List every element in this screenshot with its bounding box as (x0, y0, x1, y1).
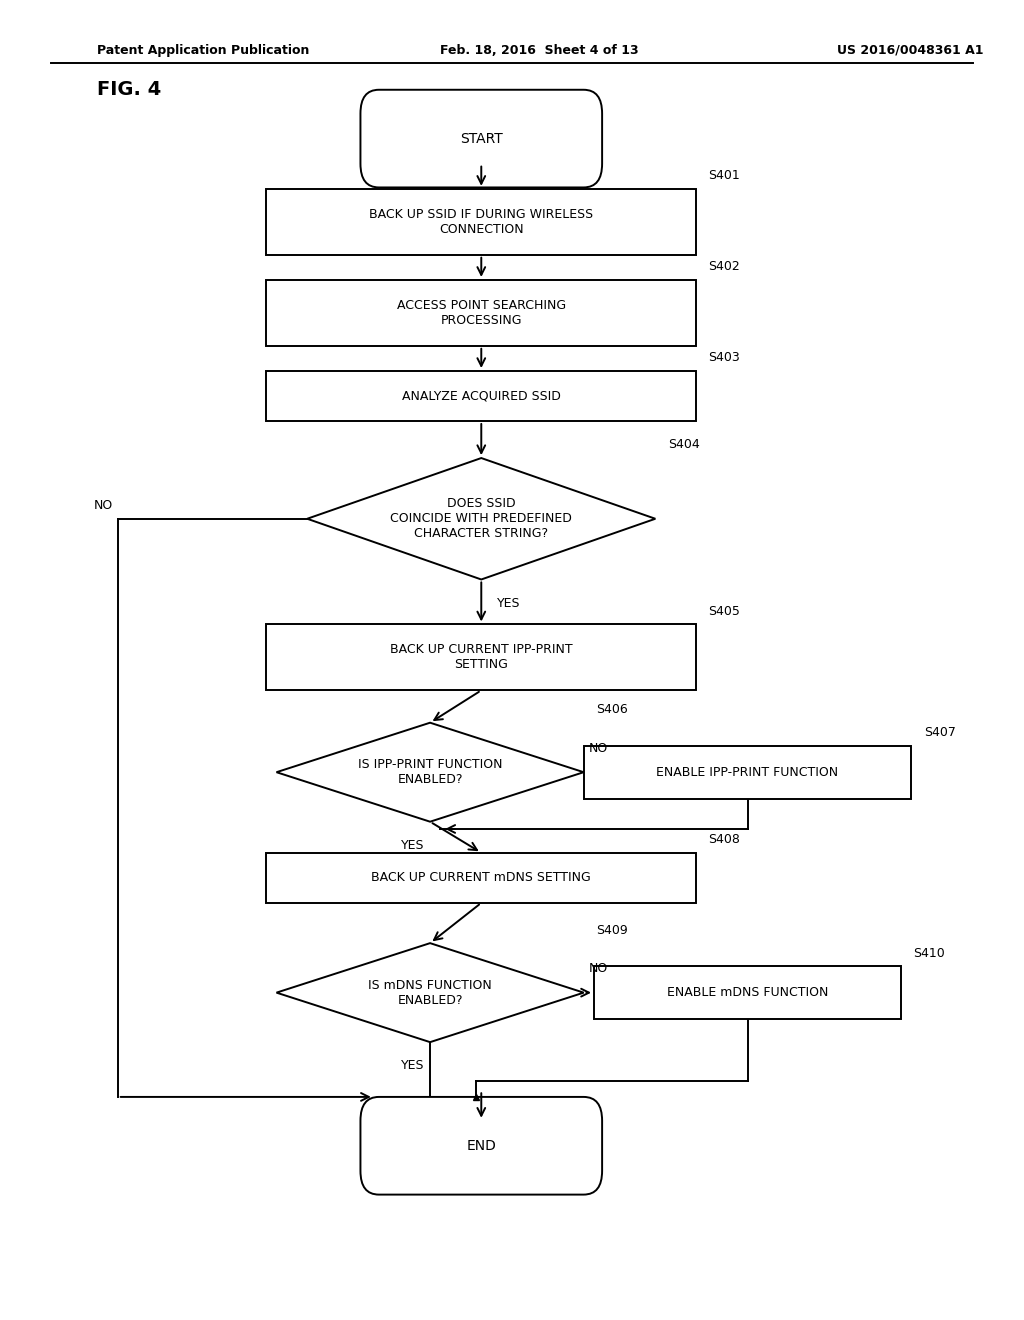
Polygon shape (276, 942, 584, 1043)
Text: S406: S406 (596, 704, 628, 715)
Text: YES: YES (401, 1060, 425, 1072)
Text: ENABLE mDNS FUNCTION: ENABLE mDNS FUNCTION (667, 986, 828, 999)
Text: ACCESS POINT SEARCHING
PROCESSING: ACCESS POINT SEARCHING PROCESSING (396, 298, 566, 327)
Text: S407: S407 (924, 726, 955, 739)
Text: S408: S408 (709, 833, 740, 846)
Text: S410: S410 (913, 946, 945, 960)
Text: US 2016/0048361 A1: US 2016/0048361 A1 (837, 44, 983, 57)
Bar (266, 280, 696, 346)
Text: S402: S402 (709, 260, 740, 273)
Text: NO: NO (589, 962, 608, 975)
Text: FIG. 4: FIG. 4 (97, 81, 162, 99)
FancyBboxPatch shape (360, 90, 602, 187)
Polygon shape (307, 458, 655, 579)
Bar (594, 966, 901, 1019)
Text: START: START (460, 132, 503, 145)
Text: Feb. 18, 2016  Sheet 4 of 13: Feb. 18, 2016 Sheet 4 of 13 (440, 44, 639, 57)
Text: ANALYZE ACQUIRED SSID: ANALYZE ACQUIRED SSID (401, 389, 561, 403)
Text: BACK UP CURRENT mDNS SETTING: BACK UP CURRENT mDNS SETTING (372, 871, 591, 884)
Text: ENABLE IPP-PRINT FUNCTION: ENABLE IPP-PRINT FUNCTION (656, 766, 839, 779)
Text: END: END (466, 1139, 497, 1152)
Text: S404: S404 (668, 438, 699, 451)
Text: IS mDNS FUNCTION
ENABLED?: IS mDNS FUNCTION ENABLED? (369, 978, 492, 1007)
Text: S409: S409 (596, 924, 628, 937)
Text: NO: NO (589, 742, 608, 755)
Bar (584, 746, 911, 799)
Text: BACK UP SSID IF DURING WIRELESS
CONNECTION: BACK UP SSID IF DURING WIRELESS CONNECTI… (370, 207, 593, 236)
Text: YES: YES (401, 840, 425, 851)
Bar (266, 624, 696, 690)
Bar (266, 189, 696, 255)
Polygon shape (276, 723, 584, 821)
Bar (266, 371, 696, 421)
Text: S401: S401 (709, 169, 740, 182)
Text: Patent Application Publication: Patent Application Publication (97, 44, 309, 57)
Text: S405: S405 (709, 605, 740, 618)
Text: IS IPP-PRINT FUNCTION
ENABLED?: IS IPP-PRINT FUNCTION ENABLED? (357, 758, 503, 787)
Text: DOES SSID
COINCIDE WITH PREDEFINED
CHARACTER STRING?: DOES SSID COINCIDE WITH PREDEFINED CHARA… (390, 498, 572, 540)
Text: YES: YES (497, 597, 520, 610)
Text: S403: S403 (709, 351, 740, 364)
FancyBboxPatch shape (360, 1097, 602, 1195)
Bar (266, 853, 696, 903)
Text: BACK UP CURRENT IPP-PRINT
SETTING: BACK UP CURRENT IPP-PRINT SETTING (390, 643, 572, 672)
Text: NO: NO (93, 499, 113, 512)
